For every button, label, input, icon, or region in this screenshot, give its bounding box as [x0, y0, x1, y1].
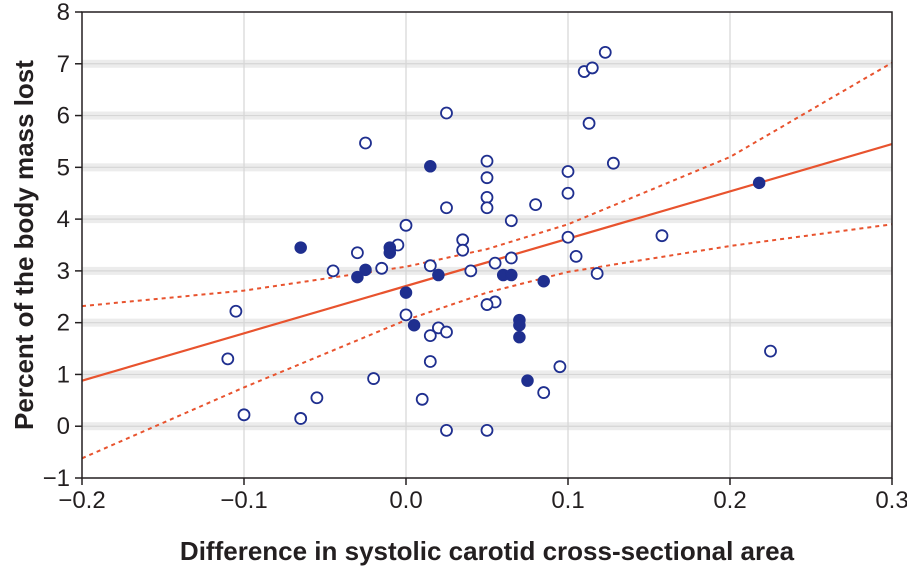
data-point-open: [440, 201, 453, 215]
data-point-filled: [359, 263, 372, 277]
data-point-open: [582, 116, 596, 130]
data-point-open: [294, 412, 308, 425]
data-point-open: [375, 261, 389, 275]
data-point-open: [350, 246, 364, 260]
data-point-filled: [424, 160, 437, 173]
data-point-open: [480, 171, 494, 185]
data-point-open: [229, 304, 243, 318]
x-tick-label: −0.2: [58, 487, 105, 514]
x-tick-label: −0.1: [220, 487, 267, 514]
data-point-open: [480, 298, 494, 311]
data-point-open: [585, 61, 599, 75]
data-point-filled: [407, 319, 421, 332]
data-point-open: [423, 259, 437, 273]
y-axis-ticks: −1 0 1 2 3 4 5 6 7 8: [43, 0, 82, 492]
data-point-open: [529, 198, 542, 212]
data-point-open: [504, 251, 518, 265]
data-point-open: [423, 355, 437, 368]
data-point-open: [488, 256, 502, 270]
data-point-open: [423, 329, 437, 343]
data-point-filled: [521, 374, 534, 387]
y-tick-label: 8: [57, 0, 70, 26]
data-point-open: [440, 106, 453, 120]
x-tick-label: 0.1: [551, 487, 584, 514]
data-point-open: [456, 233, 470, 247]
y-tick-label: 7: [57, 51, 70, 78]
data-point-open: [456, 243, 470, 257]
data-points: [221, 45, 777, 437]
data-point-open: [237, 408, 251, 422]
data-point-open: [504, 214, 518, 228]
y-tick-label: 1: [57, 361, 70, 388]
confidence-band-lines: [81, 61, 893, 460]
data-point-open: [606, 156, 620, 170]
y-tick-label: 6: [57, 103, 70, 130]
data-point-filled: [399, 286, 413, 299]
x-tick-label: 0.2: [713, 487, 746, 514]
y-tick-label: 4: [57, 206, 70, 233]
confidence-upper-line: [81, 61, 893, 308]
data-point-open: [480, 423, 494, 437]
data-point-filled: [752, 176, 766, 190]
data-point-filled: [294, 241, 307, 254]
data-point-filled: [537, 274, 550, 288]
data-point-open: [561, 186, 575, 200]
data-point-open: [655, 229, 669, 243]
data-point-open: [561, 230, 575, 244]
plot-frame: [81, 11, 893, 479]
x-tick-label: 0.3: [875, 487, 907, 514]
data-point-filled: [513, 319, 526, 332]
data-point-open: [221, 352, 235, 366]
data-point-filled: [351, 270, 364, 284]
y-tick-label: 2: [57, 310, 70, 337]
data-point-open: [598, 45, 612, 59]
x-axis-ticks: −0.2 −0.1 0.0 0.1 0.2 0.3: [58, 478, 907, 514]
data-point-open: [440, 423, 453, 437]
data-point-open: [480, 190, 494, 204]
data-point-filled: [505, 268, 518, 282]
y-tick-label: 3: [57, 258, 70, 285]
data-point-open: [569, 249, 583, 263]
data-point-filled: [432, 268, 445, 282]
data-point-filled: [383, 246, 397, 260]
y-tick-label: −1: [43, 465, 70, 492]
x-tick-label: 0.0: [389, 487, 422, 514]
data-point-open: [367, 372, 381, 385]
data-point-open: [359, 136, 372, 150]
data-point-open: [561, 165, 575, 178]
data-point-open: [480, 201, 494, 215]
data-point-open: [440, 325, 453, 339]
data-point-filled: [513, 330, 526, 344]
data-point-open: [764, 344, 777, 358]
data-point-open: [326, 264, 340, 278]
data-point-open: [553, 360, 567, 374]
data-point-open: [480, 154, 494, 168]
y-tick-label: 5: [57, 154, 70, 181]
y-axis-title: Percent of the body mass lost: [9, 60, 39, 430]
grid-lines: [82, 12, 892, 478]
data-point-open: [399, 308, 413, 322]
data-point-open: [464, 264, 478, 278]
data-point-open: [415, 392, 429, 406]
data-point-open: [590, 267, 604, 280]
x-axis-title: Difference in systolic carotid cross-sec…: [180, 536, 795, 566]
data-point-open: [399, 218, 413, 232]
data-point-open: [310, 391, 324, 405]
confidence-lower-line: [81, 223, 893, 460]
y-tick-label: 0: [57, 413, 70, 440]
data-point-open: [537, 386, 551, 399]
